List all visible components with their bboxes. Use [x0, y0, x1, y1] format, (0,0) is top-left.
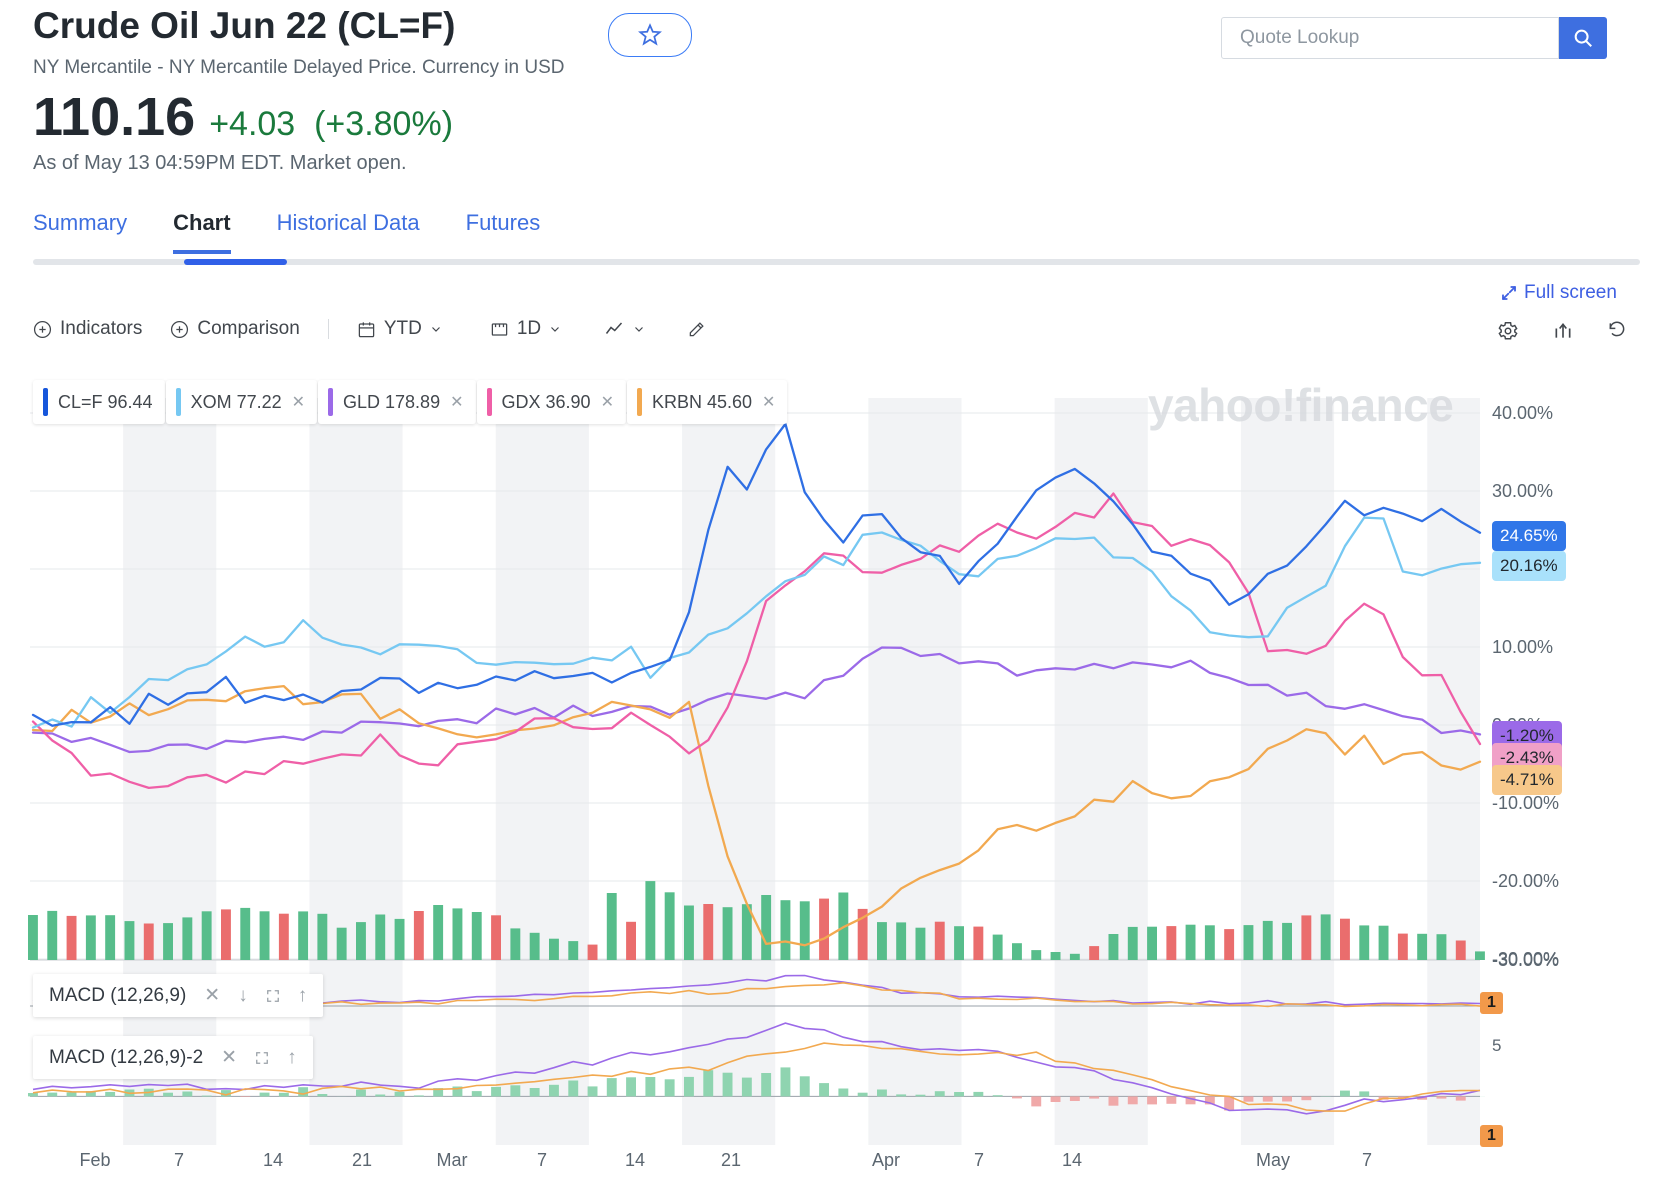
svg-text:-20.00%: -20.00% [1492, 871, 1559, 891]
svg-text:-10.00%: -10.00% [1492, 793, 1559, 813]
svg-text:10.00%: 10.00% [1492, 637, 1553, 657]
svg-text:30.00%: 30.00% [1492, 481, 1553, 501]
svg-text:40.00%: 40.00% [1492, 403, 1553, 423]
svg-text:5: 5 [1492, 1036, 1501, 1055]
svg-text:-30.00%: -30.00% [1492, 950, 1559, 970]
